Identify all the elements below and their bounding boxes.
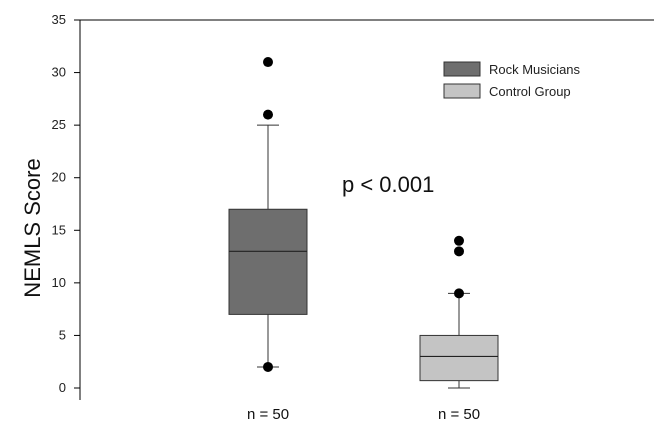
outlier-point — [263, 109, 273, 120]
iqr-box — [419, 334, 499, 382]
box-layer: n = 50 n = 50 — [228, 57, 499, 423]
n-label: n = 50 — [438, 406, 480, 423]
outlier-point — [454, 288, 464, 299]
outlier-point — [263, 57, 273, 68]
iqr-box — [228, 208, 308, 315]
legend-swatch-1 — [443, 61, 481, 77]
outlier-point — [263, 361, 273, 372]
legend: Rock Musicians Control Group — [443, 61, 581, 99]
y-tick-label: 30 — [52, 65, 66, 80]
y-tick-label: 0 — [59, 380, 66, 395]
outlier-point — [454, 246, 464, 257]
y-tick-label: 35 — [52, 12, 66, 27]
y-tick-label: 5 — [59, 327, 66, 342]
y-tick-label: 10 — [52, 275, 66, 290]
box-group-2: n = 50 — [419, 235, 499, 423]
p-value-annotation: p < 0.001 — [342, 172, 434, 197]
n-label: n = 50 — [247, 406, 289, 423]
outlier-point — [454, 235, 464, 246]
axis-layer: 0 5 10 15 20 25 30 35 — [52, 12, 654, 400]
legend-swatch-2 — [443, 83, 481, 99]
y-axis-label: NEMLS Score — [20, 158, 45, 297]
legend-label-1: Rock Musicians — [489, 62, 581, 77]
legend-label-2: Control Group — [489, 84, 571, 99]
box-group-1: n = 50 — [228, 57, 308, 423]
y-tick-label: 15 — [52, 222, 66, 237]
y-tick-label: 20 — [52, 170, 66, 185]
y-tick-label: 25 — [52, 117, 66, 132]
